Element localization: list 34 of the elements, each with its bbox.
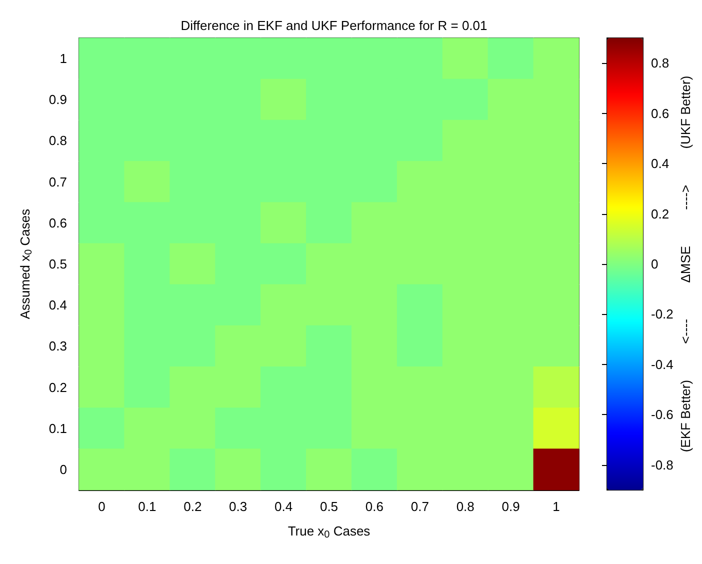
color-bar-title: (EKF Better) <---- ΔMSE ----> (UKF Better) [678, 76, 693, 452]
y-tick-label: 0.3 [48, 338, 67, 354]
y-tick-label: 0.9 [48, 92, 67, 108]
color-bar-label: 0.8 [651, 56, 670, 71]
x-tick-label: 0.7 [410, 499, 429, 514]
x-tick-label: 0.3 [229, 499, 248, 514]
x-tick-label: 0 [98, 499, 106, 514]
y-tick-label: 0.2 [48, 380, 67, 395]
color-bar-label: 0 [651, 256, 658, 272]
color-bar-label: 0.6 [651, 106, 670, 121]
color-bar-label: -0.4 [651, 356, 674, 372]
color-bar-label: -0.6 [651, 407, 674, 422]
x-tick-label: 0.2 [184, 499, 202, 514]
x-tick-label: 0.8 [456, 499, 474, 514]
color-bar-label: -0.8 [651, 457, 674, 472]
chart-title: Difference in EKF and UKF Performance for R = 0.01 [180, 18, 488, 33]
y-axis-title: Assumed x0 Cases [18, 208, 34, 320]
y-tick-label: 0.7 [48, 174, 67, 190]
x-tick-label: 0.5 [320, 499, 338, 514]
y-tick-label: 1 [60, 51, 67, 66]
x-tick-label: 0.4 [274, 499, 293, 514]
x-tick-label: 1 [552, 499, 560, 514]
y-tick-label: 0.6 [48, 215, 67, 230]
x-tick-label: 0.1 [138, 499, 156, 514]
color-bar-label: 0.2 [651, 206, 670, 222]
color-bar-label: -0.2 [651, 306, 674, 322]
y-tick-label: 0 [60, 462, 67, 477]
y-tick-label: 0.5 [48, 256, 67, 272]
x-tick-label: 0.9 [502, 499, 520, 514]
y-tick-label: 0.1 [48, 420, 67, 436]
x-tick-label: 0.6 [365, 499, 384, 514]
y-tick-label: 0.8 [48, 133, 67, 148]
y-tick-label: 0.4 [48, 298, 67, 313]
color-bar-label: 0.4 [651, 156, 670, 172]
